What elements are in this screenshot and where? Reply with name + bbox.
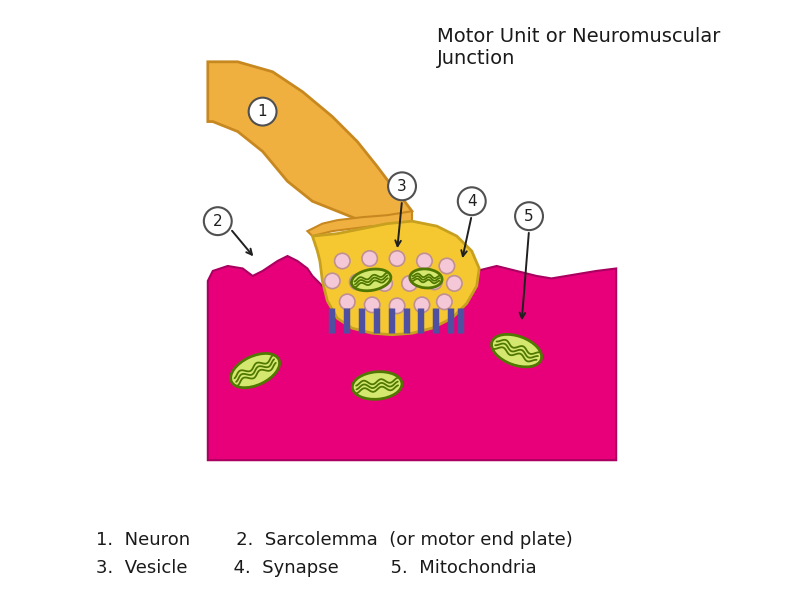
Circle shape [426,274,442,290]
Circle shape [390,298,405,314]
Circle shape [437,294,452,310]
Polygon shape [312,221,479,335]
Text: 1.  Neuron        2.  Sarcolemma  (or motor end plate): 1. Neuron 2. Sarcolemma (or motor end pl… [96,531,573,549]
Circle shape [362,251,378,266]
Ellipse shape [230,353,279,388]
Circle shape [325,273,340,289]
Ellipse shape [352,371,402,400]
Polygon shape [307,211,412,236]
Circle shape [417,253,432,269]
Text: 3: 3 [397,179,407,194]
Ellipse shape [491,334,542,367]
Circle shape [204,207,232,235]
Ellipse shape [351,269,391,291]
Circle shape [414,297,430,313]
Circle shape [339,294,355,310]
Circle shape [446,275,462,291]
Polygon shape [208,256,616,460]
Circle shape [377,275,392,291]
Circle shape [388,172,416,200]
Text: 4: 4 [467,194,477,209]
Text: 2: 2 [213,214,222,229]
Circle shape [350,274,365,290]
Circle shape [439,258,454,274]
Polygon shape [208,62,412,226]
Circle shape [515,202,543,230]
Circle shape [249,98,277,125]
Ellipse shape [410,269,442,288]
Circle shape [390,251,405,266]
Circle shape [365,297,380,313]
Circle shape [458,187,486,215]
Circle shape [402,275,418,291]
Circle shape [334,253,350,269]
Text: 1: 1 [258,104,267,119]
Text: 3.  Vesicle        4.  Synapse         5.  Mitochondria: 3. Vesicle 4. Synapse 5. Mitochondria [96,559,537,577]
Text: Motor Unit or Neuromuscular
Junction: Motor Unit or Neuromuscular Junction [437,27,720,68]
Text: 5: 5 [524,209,534,224]
